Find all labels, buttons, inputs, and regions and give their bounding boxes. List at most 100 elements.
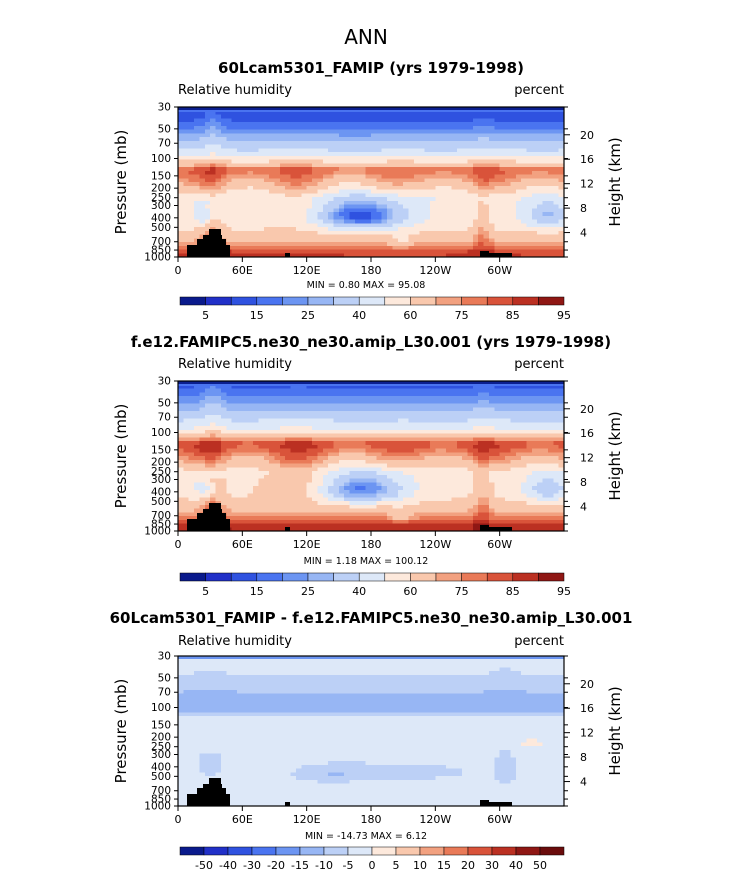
field-cell [295, 456, 302, 461]
field-cell [263, 433, 270, 438]
field-cell [210, 185, 217, 191]
field-cell [462, 227, 469, 232]
colorbar-label: 15 [250, 309, 264, 322]
field-cell [210, 170, 217, 176]
field-cell [269, 152, 276, 157]
field-cell [328, 152, 335, 157]
field-cell [365, 433, 372, 438]
field-cell [381, 110, 388, 116]
field-cell [397, 227, 404, 232]
field-cell [231, 185, 238, 191]
field-cell [553, 129, 560, 134]
field-cell [178, 249, 184, 254]
field-cell [462, 471, 469, 476]
field-cell [499, 208, 506, 213]
field-cell [403, 448, 410, 453]
field-cell [371, 242, 377, 247]
field-cell [387, 249, 394, 254]
field-cell [456, 441, 463, 446]
field-cell [226, 159, 233, 164]
field-cell [344, 200, 351, 206]
pressure-tick-label: 1000 [144, 252, 171, 264]
field-cell [360, 223, 367, 228]
field-cell [328, 426, 335, 431]
field-cell [258, 219, 265, 224]
field-cell [376, 215, 383, 221]
field-cell [279, 253, 286, 258]
field-cell [328, 189, 335, 194]
field-cell [381, 230, 388, 236]
field-cell [483, 227, 490, 232]
field-cell [199, 163, 206, 168]
field-cell [483, 448, 490, 453]
field-cell [354, 133, 361, 138]
field-cell [210, 122, 217, 127]
field-cell [194, 140, 201, 146]
field-cell [467, 392, 474, 397]
field-cell [408, 426, 415, 431]
field-cell [231, 212, 238, 217]
field-cell [392, 388, 399, 393]
field-cell [424, 422, 431, 427]
field-cell [274, 114, 281, 119]
field-cell [537, 144, 544, 149]
field-cell [306, 478, 313, 483]
field-cell [231, 163, 238, 168]
field-cell [515, 444, 522, 450]
field-cell [258, 245, 265, 251]
field-cell [253, 456, 260, 461]
field-cell [397, 159, 404, 164]
field-cell [472, 125, 479, 131]
field-cell [387, 227, 394, 232]
field-cell [253, 452, 260, 457]
field-cell [376, 114, 383, 119]
field-cell [269, 167, 276, 172]
field-cell [274, 245, 281, 251]
field-cell [376, 245, 383, 251]
field-cell [178, 414, 184, 420]
field-cell [462, 437, 469, 442]
field-cell [510, 456, 517, 461]
field-cell [258, 144, 265, 149]
field-cell [199, 456, 206, 461]
contour-field [178, 107, 565, 258]
field-cell [349, 163, 356, 168]
field-cell [494, 411, 501, 416]
field-cell [429, 463, 436, 468]
field-cell [371, 230, 377, 236]
field-cell [274, 448, 281, 453]
field-cell [279, 212, 286, 217]
field-cell [236, 459, 243, 465]
field-cell [483, 433, 490, 438]
field-cell [188, 137, 195, 142]
field-cell [312, 399, 318, 405]
field-cell [510, 253, 517, 258]
field-cell [472, 444, 479, 450]
field-cell [521, 122, 528, 127]
field-cell [413, 441, 420, 446]
field-cell [306, 444, 313, 450]
land-mask [480, 251, 489, 257]
field-cell [247, 396, 254, 401]
field-cell [440, 444, 447, 450]
field-cell [236, 212, 243, 217]
field-cell [435, 200, 442, 206]
field-cell [553, 137, 560, 142]
field-cell [478, 137, 485, 142]
field-cell [392, 129, 399, 134]
field-cell [312, 474, 318, 480]
field-cell [537, 407, 544, 412]
field-cell [365, 399, 372, 405]
field-cell [328, 215, 335, 221]
field-cell [349, 474, 356, 480]
field-cell [328, 238, 335, 243]
field-cell [204, 114, 211, 119]
field-cell [253, 388, 260, 393]
field-cell [328, 384, 335, 390]
field-cell [462, 144, 469, 149]
field-cell [204, 174, 211, 179]
field-cell [183, 122, 190, 127]
field-cell [360, 140, 367, 146]
field-cell [301, 422, 308, 427]
field-cell [381, 219, 388, 224]
